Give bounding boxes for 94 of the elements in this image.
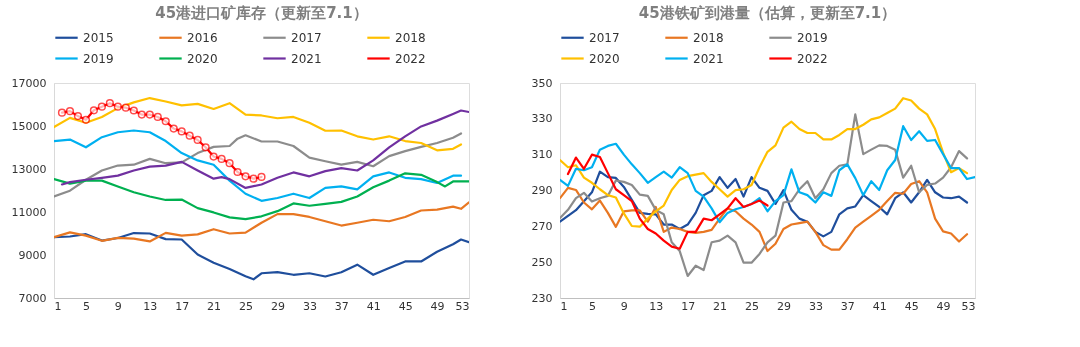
line-series [560,97,969,228]
x-tick-label: 49 [430,299,445,313]
y-tick-label: 13000 [11,162,47,176]
line-series [54,172,469,221]
line-series [60,109,469,190]
line-series [54,231,469,281]
point [81,115,91,124]
x-tick-label: 1 [54,299,62,313]
point [257,172,266,182]
y-tick-label: 330 [531,112,553,126]
y-tick-label: 230 [531,291,553,305]
x-tick-label: 53 [455,299,470,313]
line-series [54,96,463,152]
x-tick-label: 13 [649,299,664,313]
point [137,110,146,119]
y-tick-label: 290 [531,184,553,197]
y-tick-label: 7000 [18,291,47,305]
point [249,174,258,183]
line-series [560,113,969,278]
legend-label: 2015 [83,30,114,45]
x-tick-label: 45 [398,299,413,313]
x-tick-label: 33 [808,299,823,313]
line-series [54,201,469,243]
x-tick-label: 37 [334,299,349,313]
x-tick-label: 17 [175,299,190,313]
y-tick-label: 11000 [11,205,47,219]
legend-label: 2022 [395,51,426,66]
point [113,102,122,111]
x-tick-label: 5 [588,299,596,313]
point [193,135,202,145]
x-tick-label: 9 [114,299,122,313]
point [89,106,99,115]
legend-label: 2021 [291,51,322,66]
x-tick-label: 37 [840,299,855,313]
x-tick-label: 49 [936,299,951,313]
y-tick-label: 15000 [11,119,47,133]
legend-label: 2019 [83,51,114,66]
x-tick-label: 25 [745,299,760,313]
x-tick-label: 21 [207,299,222,313]
y-tick-label: 310 [531,148,553,162]
point [105,99,114,108]
y-tick-label: 17000 [11,76,47,90]
point [217,154,226,163]
point [57,108,67,117]
point [145,110,154,119]
x-tick-label: 33 [302,299,317,313]
line-series [560,125,975,224]
point [121,103,130,112]
point [161,117,170,126]
point [73,112,83,121]
y-tick-label: 270 [531,219,553,233]
x-tick-label: 13 [143,299,158,313]
legend-label: 2018 [395,30,426,45]
chart-title: 45港铁矿到港量（估算，更新至7.1） [638,4,897,22]
x-tick-label: 17 [681,299,696,313]
point [209,152,218,161]
x-tick-label: 5 [82,299,90,313]
chart-title: 45港进口矿库存（更新至7.1） [155,4,368,22]
x-tick-label: 1 [560,299,568,313]
point [129,106,138,115]
line-series [560,170,969,238]
y-tick-label: 350 [531,76,553,90]
legend-label: 2017 [589,30,620,45]
line-series [560,180,969,253]
point [225,159,234,168]
point [65,107,75,116]
point [241,172,250,181]
x-tick-label: 21 [713,299,728,313]
x-tick-label: 9 [620,299,628,313]
point [201,143,210,152]
point [153,112,162,122]
point [233,167,242,177]
point [177,127,186,136]
point [97,102,106,111]
x-tick-label: 41 [366,299,381,313]
legend-label: 2022 [797,51,828,66]
legend-label: 2019 [797,30,828,45]
legend-label: 2020 [187,51,218,66]
x-tick-label: 41 [872,299,887,313]
legend-label: 2018 [693,30,724,45]
legend-label: 2020 [589,51,620,66]
x-tick-label: 45 [904,299,919,313]
legend-label: 2021 [693,51,724,66]
legend-label: 2016 [187,30,218,45]
x-tick-label: 29 [776,299,791,313]
x-tick-label: 25 [239,299,254,313]
x-tick-label: 53 [961,299,976,313]
y-tick-label: 9000 [18,248,47,262]
y-tick-label: 250 [531,255,553,269]
point [169,124,178,133]
x-tick-label: 29 [270,299,285,313]
legend-label: 2017 [291,30,322,45]
line-series [566,153,769,250]
point [185,131,194,140]
